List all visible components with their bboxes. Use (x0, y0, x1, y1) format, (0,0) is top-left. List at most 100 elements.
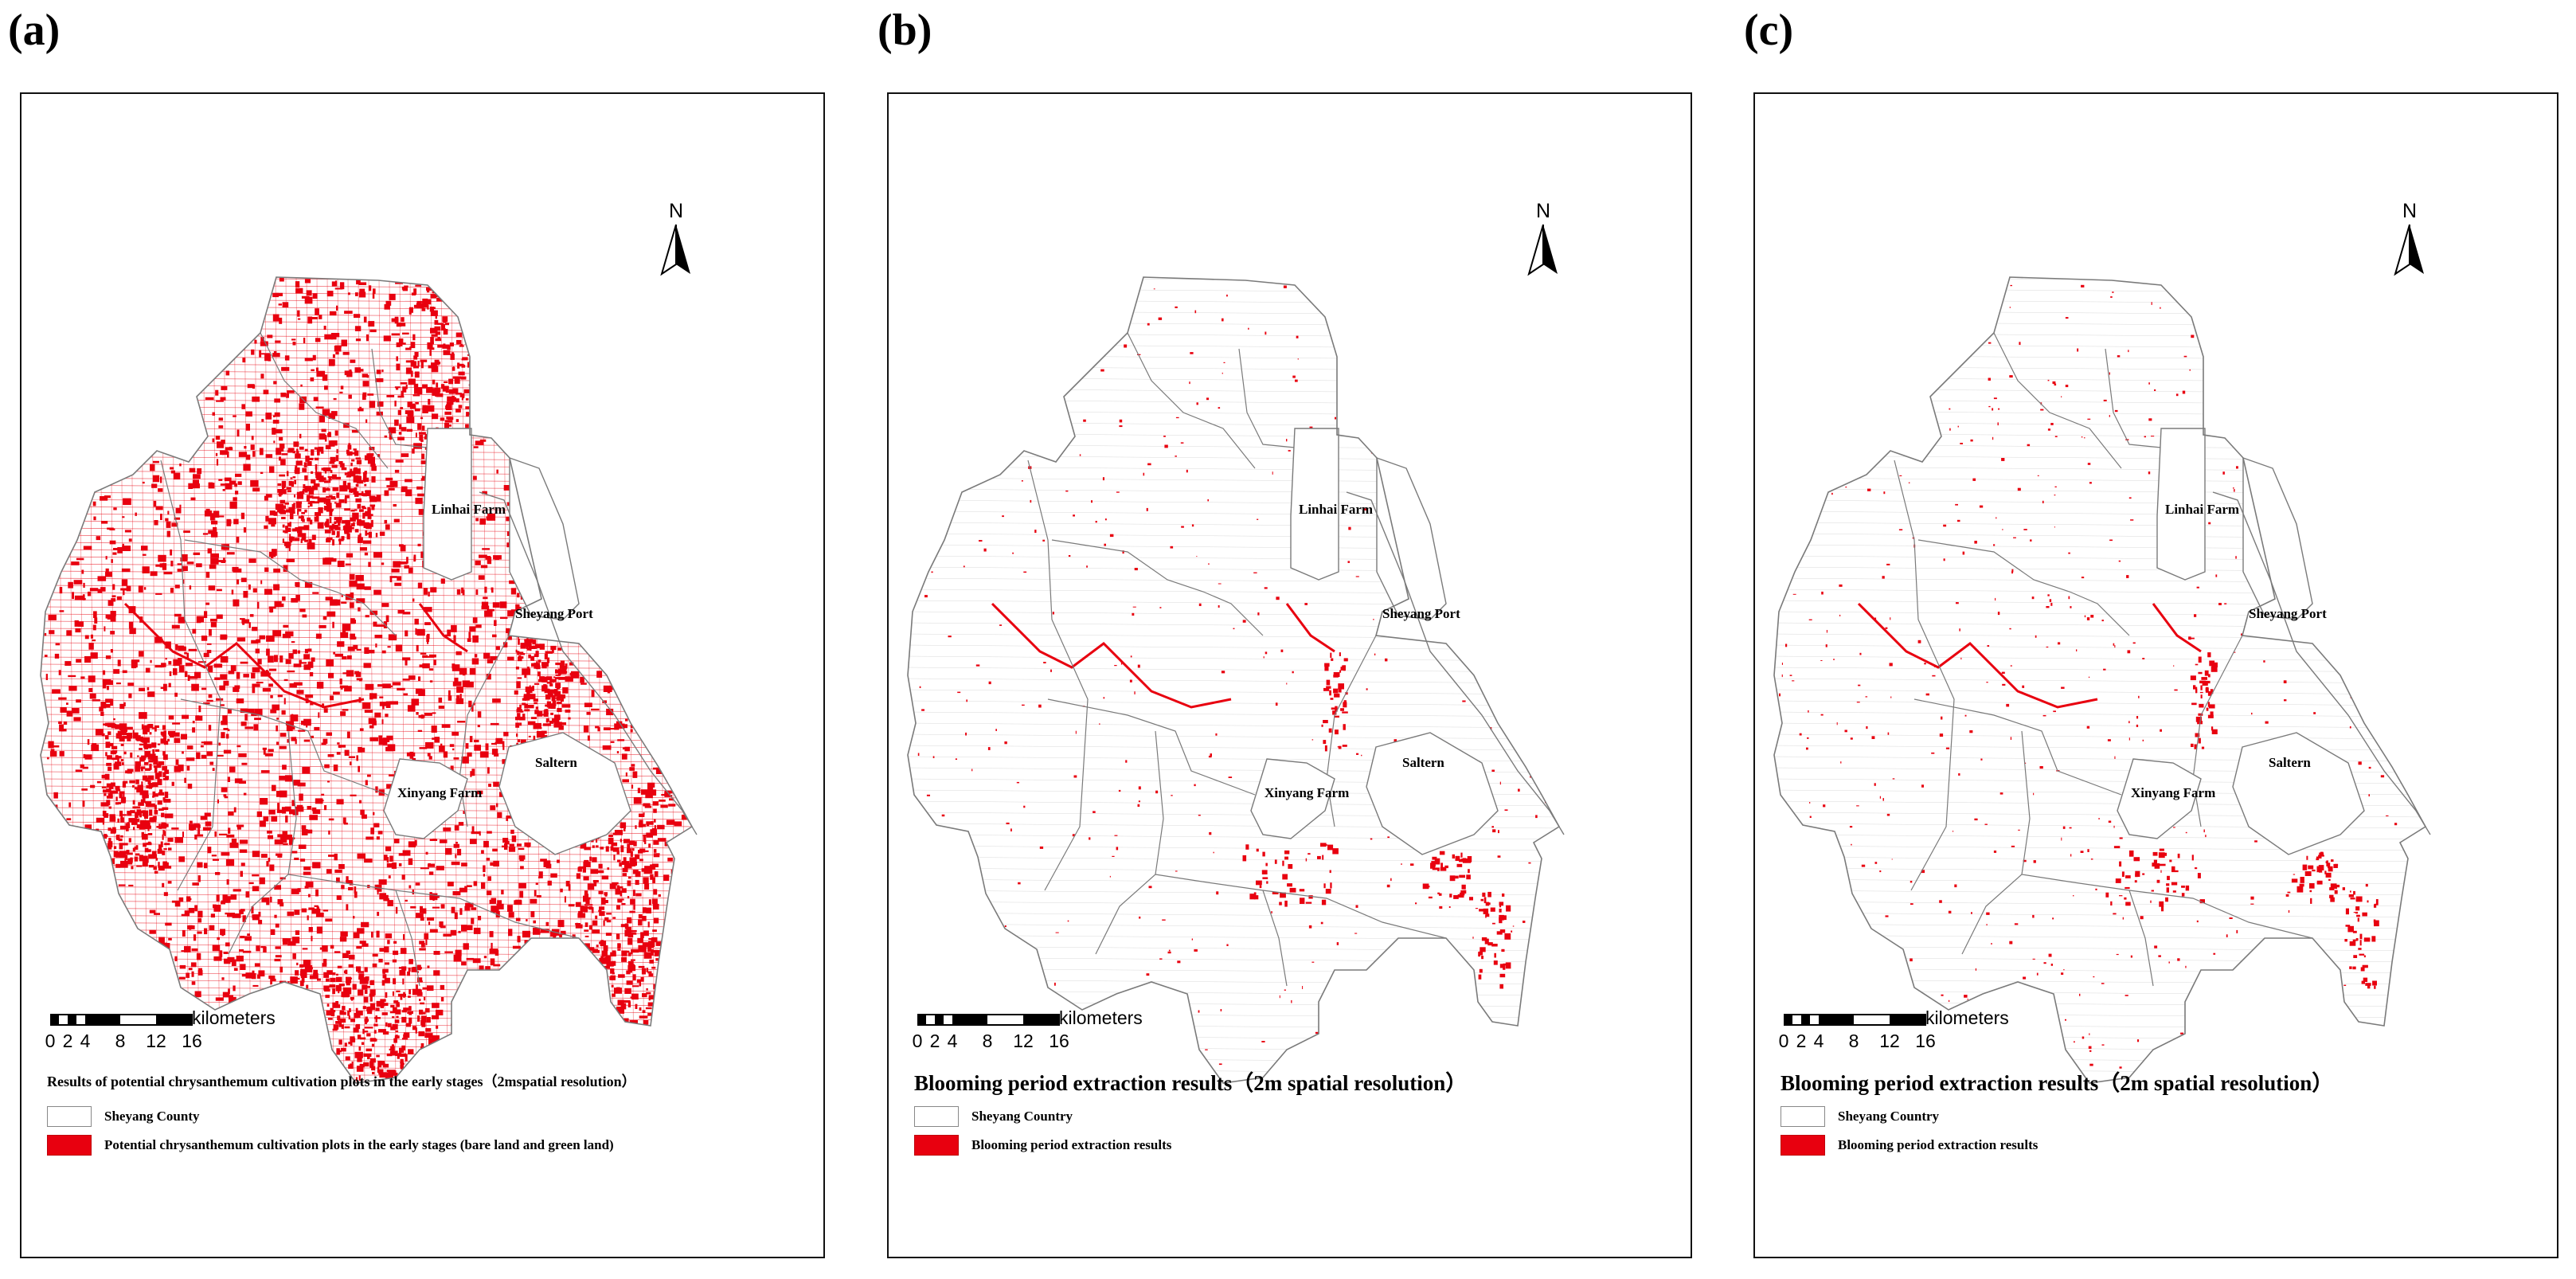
red-parcel (89, 588, 99, 592)
red-parcel (619, 886, 623, 889)
red-parcel (378, 1061, 385, 1064)
red-parcel (230, 894, 237, 900)
red-parcel (311, 735, 314, 738)
red-parcel (654, 949, 661, 956)
red-parcel (240, 870, 243, 877)
field-line (1774, 622, 2426, 628)
red-parcel (517, 593, 520, 598)
red-parcel (274, 398, 280, 403)
red-parcel (298, 529, 303, 535)
red-parcel (2119, 895, 2123, 897)
red-parcel (248, 622, 251, 628)
field-line (1774, 566, 2426, 573)
red-parcel (289, 809, 297, 815)
red-parcel (2355, 911, 2359, 914)
red-parcel (556, 697, 561, 701)
red-parcel (919, 686, 921, 688)
red-parcel (1939, 733, 1944, 737)
red-parcel (364, 586, 371, 590)
red-parcel (321, 467, 328, 471)
red-parcel (373, 552, 382, 558)
red-parcel (377, 454, 380, 457)
red-parcel (326, 732, 332, 736)
red-parcel (492, 634, 497, 638)
red-parcel (514, 690, 518, 695)
red-parcel (347, 444, 352, 450)
red-parcel (366, 1008, 373, 1015)
red-parcel (157, 848, 162, 855)
red-parcel (557, 859, 560, 863)
red-parcel (49, 751, 57, 757)
red-parcel (2014, 923, 2019, 925)
red-parcel (627, 937, 633, 945)
red-parcel (288, 653, 294, 659)
red-parcel (190, 824, 194, 831)
red-parcel (364, 1031, 369, 1033)
red-parcel (190, 820, 193, 824)
red-parcel (141, 546, 148, 551)
field-line (908, 321, 1559, 327)
red-parcel (387, 646, 391, 648)
north-letter: N (668, 200, 684, 222)
red-parcel (303, 484, 306, 489)
red-parcel (1809, 816, 1812, 818)
red-parcel (111, 750, 118, 753)
red-parcel (1261, 1041, 1265, 1042)
red-parcel (466, 682, 474, 688)
red-parcel (600, 961, 604, 964)
red-parcel (431, 726, 437, 733)
red-parcel (2234, 651, 2236, 653)
red-parcel (182, 647, 186, 651)
red-parcel (349, 1008, 351, 1012)
red-parcel (308, 907, 315, 910)
red-parcel (405, 489, 412, 497)
red-parcel (240, 862, 245, 866)
red-parcel (251, 972, 256, 980)
red-parcel (115, 756, 122, 759)
red-parcel (113, 846, 117, 850)
red-parcel (401, 874, 405, 880)
red-parcel (486, 858, 491, 861)
red-parcel (340, 463, 345, 467)
red-parcel (300, 538, 303, 543)
red-parcel (545, 651, 553, 654)
red-parcel (374, 712, 381, 718)
red-parcel (407, 971, 410, 976)
red-parcel (545, 704, 549, 707)
red-parcel (367, 507, 371, 514)
red-parcel (2374, 920, 2379, 927)
red-parcel (348, 1042, 352, 1045)
red-parcel (597, 870, 604, 874)
field-line (668, 277, 676, 1083)
field-line (420, 277, 428, 1083)
red-parcel (71, 561, 80, 565)
red-parcel (392, 682, 401, 686)
red-parcel (264, 525, 268, 529)
red-parcel (1885, 627, 1888, 629)
red-parcel (432, 413, 439, 420)
red-parcel (2345, 925, 2351, 927)
red-parcel (2199, 703, 2204, 708)
red-parcel (450, 401, 454, 405)
district-boundary (2105, 348, 2170, 449)
red-parcel (59, 610, 64, 612)
red-parcel (1324, 745, 1327, 752)
red-parcel (2352, 939, 2355, 942)
red-parcel (130, 810, 135, 814)
red-parcel (1882, 798, 1884, 801)
red-parcel (315, 406, 324, 409)
red-parcel (59, 751, 64, 757)
red-parcel (266, 635, 275, 642)
red-parcel (328, 358, 335, 366)
field-line (908, 533, 1559, 539)
red-parcel (517, 651, 520, 655)
red-parcel (265, 670, 268, 672)
red-parcel (422, 298, 428, 303)
red-parcel (403, 1034, 406, 1038)
red-parcel (635, 825, 637, 829)
red-parcel (2089, 482, 2092, 484)
north-letter: N (1535, 200, 1551, 222)
red-parcel (239, 839, 248, 844)
red-parcel (2125, 886, 2130, 890)
red-parcel (386, 1070, 396, 1072)
